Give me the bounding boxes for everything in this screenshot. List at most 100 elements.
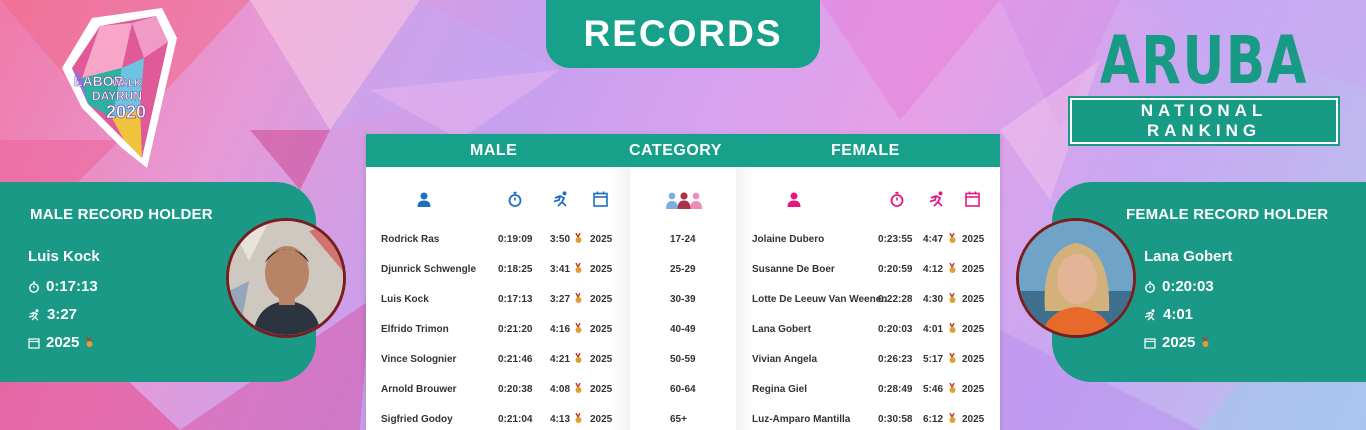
female-pace: 6:12	[923, 414, 944, 425]
medal-icon	[1202, 337, 1209, 347]
male-medal	[572, 263, 585, 275]
male-medal	[572, 233, 585, 245]
female-time: 0:23:55	[878, 234, 913, 245]
medal-icon	[949, 233, 956, 243]
category-label: 60-64	[670, 384, 696, 395]
column-icons	[366, 191, 1000, 211]
table-row: Djunrick Schwengle 0:18:25 3:41 2025 25-29 Su…	[366, 254, 1000, 284]
table-row: Luis Kock 0:17:13 3:27 2025 30-39 Lotte De Le…	[366, 284, 1000, 314]
female-year: 2025	[962, 384, 985, 395]
female-holder-pace-value: 4:01	[1163, 306, 1194, 323]
female-name: Jolaine Dubero	[752, 234, 825, 245]
male-time: 0:18:25	[498, 264, 533, 275]
stopwatch-icon	[29, 281, 39, 293]
male-year: 2025	[590, 414, 613, 425]
male-person-icon	[417, 192, 431, 207]
male-holder-pace: 3:27	[28, 306, 77, 323]
medal-icon	[949, 383, 956, 393]
male-name: Luis Kock	[381, 294, 429, 305]
female-medal	[946, 383, 959, 395]
male-pace: 3:50	[550, 234, 571, 245]
male-pace: 4:13	[550, 414, 571, 425]
calendar-icon	[1144, 337, 1156, 349]
svg-text:RUN: RUN	[116, 89, 142, 103]
category-label: 50-59	[670, 354, 696, 365]
female-pace: 5:46	[923, 384, 944, 395]
female-medal	[946, 293, 959, 305]
male-name: Arnold Brouwer	[381, 384, 457, 395]
female-year: 2025	[962, 234, 985, 245]
female-time: 0:28:49	[878, 384, 913, 395]
labor-day-walk-run-logo-icon: LABOR DAY WALK RUN 2020	[62, 8, 177, 168]
female-name: Susanne De Boer	[752, 264, 835, 275]
male-pace: 3:41	[550, 264, 571, 275]
female-time: 0:20:03	[878, 324, 913, 335]
female-holder-pace: 4:01	[1144, 306, 1193, 323]
female-holder-name: Lana Gobert	[1144, 248, 1233, 265]
male-pace: 3:27	[550, 294, 571, 305]
male-year: 2025	[590, 324, 613, 335]
male-holder-title: MALE RECORD HOLDER	[30, 206, 213, 223]
svg-text:LABOR: LABOR	[74, 73, 124, 89]
female-year: 2025	[962, 414, 985, 425]
female-holder-year-value: 2025	[1162, 334, 1196, 351]
female-holder-title: FEMALE RECORD HOLDER	[1126, 206, 1329, 223]
male-year: 2025	[590, 264, 613, 275]
calendar-icon	[965, 191, 980, 207]
runner-icon	[1144, 308, 1155, 320]
medal-icon	[575, 263, 582, 273]
female-pace: 4:12	[923, 264, 944, 275]
female-holder-time: 0:20:03	[1144, 278, 1214, 295]
category-label: 40-49	[670, 324, 696, 335]
records-rows: Rodrick Ras 0:19:09 3:50 2025 17-24 Jolaine D…	[366, 224, 1000, 430]
country-title: ARUBA	[1099, 22, 1309, 99]
male-time: 0:19:09	[498, 234, 533, 245]
male-medal	[572, 293, 585, 305]
male-time: 0:17:13	[498, 294, 533, 305]
female-pace: 4:30	[923, 294, 944, 305]
table-header: MALE CATEGORY FEMALE	[366, 134, 1000, 167]
female-time: 0:22:28	[878, 294, 913, 305]
female-name: Vivian Angela	[752, 354, 818, 365]
stopwatch-icon	[890, 191, 904, 207]
male-year: 2025	[590, 294, 613, 305]
male-medal	[572, 413, 585, 425]
medal-icon	[86, 337, 93, 347]
medal-icon	[575, 233, 582, 243]
female-person-icon	[787, 192, 801, 207]
svg-text:WALK: WALK	[112, 78, 142, 89]
medal-icon	[575, 383, 582, 393]
female-pace: 4:01	[923, 324, 944, 335]
stopwatch-icon	[1145, 281, 1155, 293]
male-holder-year: 2025	[28, 334, 94, 351]
male-year: 2025	[590, 354, 613, 365]
male-holder-name: Luis Kock	[28, 248, 100, 265]
male-pace: 4:08	[550, 384, 571, 395]
male-time: 0:20:38	[498, 384, 533, 395]
runner-icon	[929, 191, 943, 207]
category-label: 17-24	[670, 234, 696, 245]
table-row: Rodrick Ras 0:19:09 3:50 2025 17-24 Jolaine D…	[366, 224, 1000, 254]
records-table: MALE CATEGORY FEMALE Rodrick Ras 0:19:09 3…	[366, 134, 1000, 430]
fold-shadow-right	[736, 167, 754, 430]
ranking-subtitle: NATIONAL RANKING	[1068, 96, 1340, 146]
table-body: Rodrick Ras 0:19:09 3:50 2025 17-24 Jolaine D…	[366, 167, 1000, 430]
male-holder-pace-value: 3:27	[47, 306, 78, 323]
medal-icon	[949, 413, 956, 423]
male-name: Djunrick Schwengle	[381, 264, 477, 275]
female-pace: 5:17	[923, 354, 944, 365]
male-medal	[572, 323, 585, 335]
female-name: Lana Gobert	[752, 324, 811, 335]
runner-icon	[28, 308, 39, 320]
medal-icon	[575, 323, 582, 333]
female-column-header: FEMALE	[831, 142, 900, 159]
svg-text:DAY: DAY	[92, 89, 116, 103]
table-row: Elfrido Trimon 0:21:20 4:16 2025 40-49 Lana G…	[366, 314, 1000, 344]
male-holder-time: 0:17:13	[28, 278, 98, 295]
female-year: 2025	[962, 264, 985, 275]
medal-icon	[949, 323, 956, 333]
calendar-icon	[593, 191, 608, 207]
medal-icon	[575, 353, 582, 363]
table-row: Arnold Brouwer 0:20:38 4:08 2025 60-64 Regina…	[366, 374, 1000, 404]
medal-icon	[949, 293, 956, 303]
